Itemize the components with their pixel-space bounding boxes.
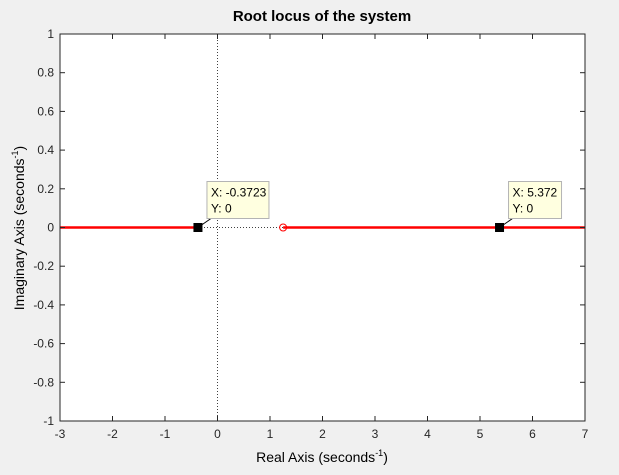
x-tick-label: 5 xyxy=(477,427,484,441)
x-tick-label: 2 xyxy=(319,427,326,441)
y-tick-label: 0.2 xyxy=(37,182,54,196)
y-tick-label: -1 xyxy=(43,414,54,428)
x-tick-label: 6 xyxy=(529,427,536,441)
datatip-x-text: X: 5.372 xyxy=(513,186,558,200)
y-tick-label: -0.2 xyxy=(33,259,54,273)
chart-title: Root locus of the system xyxy=(233,8,411,25)
datatip-box xyxy=(508,181,563,219)
y-tick-label: 0 xyxy=(47,221,54,235)
x-axis-title: Real Axis (seconds-1) xyxy=(256,448,388,465)
y-tick-label: -0.4 xyxy=(33,298,54,312)
datatip-box xyxy=(206,181,270,219)
x-tick-label: 0 xyxy=(214,427,221,441)
x-tick-label: 1 xyxy=(267,427,274,441)
y-tick-label: 0.6 xyxy=(37,104,54,118)
y-axis-title: Imaginary Axis (seconds-1) xyxy=(10,146,27,310)
y-tick-label: 0.4 xyxy=(37,143,54,157)
x-tick-label: 7 xyxy=(582,427,589,441)
datatip-y-text: Y: 0 xyxy=(513,202,534,216)
x-tick-label: 4 xyxy=(424,427,431,441)
datatip-marker xyxy=(193,223,203,232)
datatip-marker xyxy=(495,223,505,232)
x-tick-label: -3 xyxy=(55,427,66,441)
datatip-x-text: X: -0.3723 xyxy=(211,186,267,200)
y-tick-label: 0.8 xyxy=(37,66,54,80)
x-tick-label: 3 xyxy=(372,427,379,441)
y-tick-label: -0.6 xyxy=(33,337,54,351)
zero-marker xyxy=(279,223,288,232)
y-tick-label: 1 xyxy=(47,27,54,41)
x-tick-label: -1 xyxy=(160,427,171,441)
datatip-y-text: Y: 0 xyxy=(211,202,232,216)
x-tick-label: -2 xyxy=(107,427,118,441)
y-tick-label: -0.8 xyxy=(33,375,54,389)
